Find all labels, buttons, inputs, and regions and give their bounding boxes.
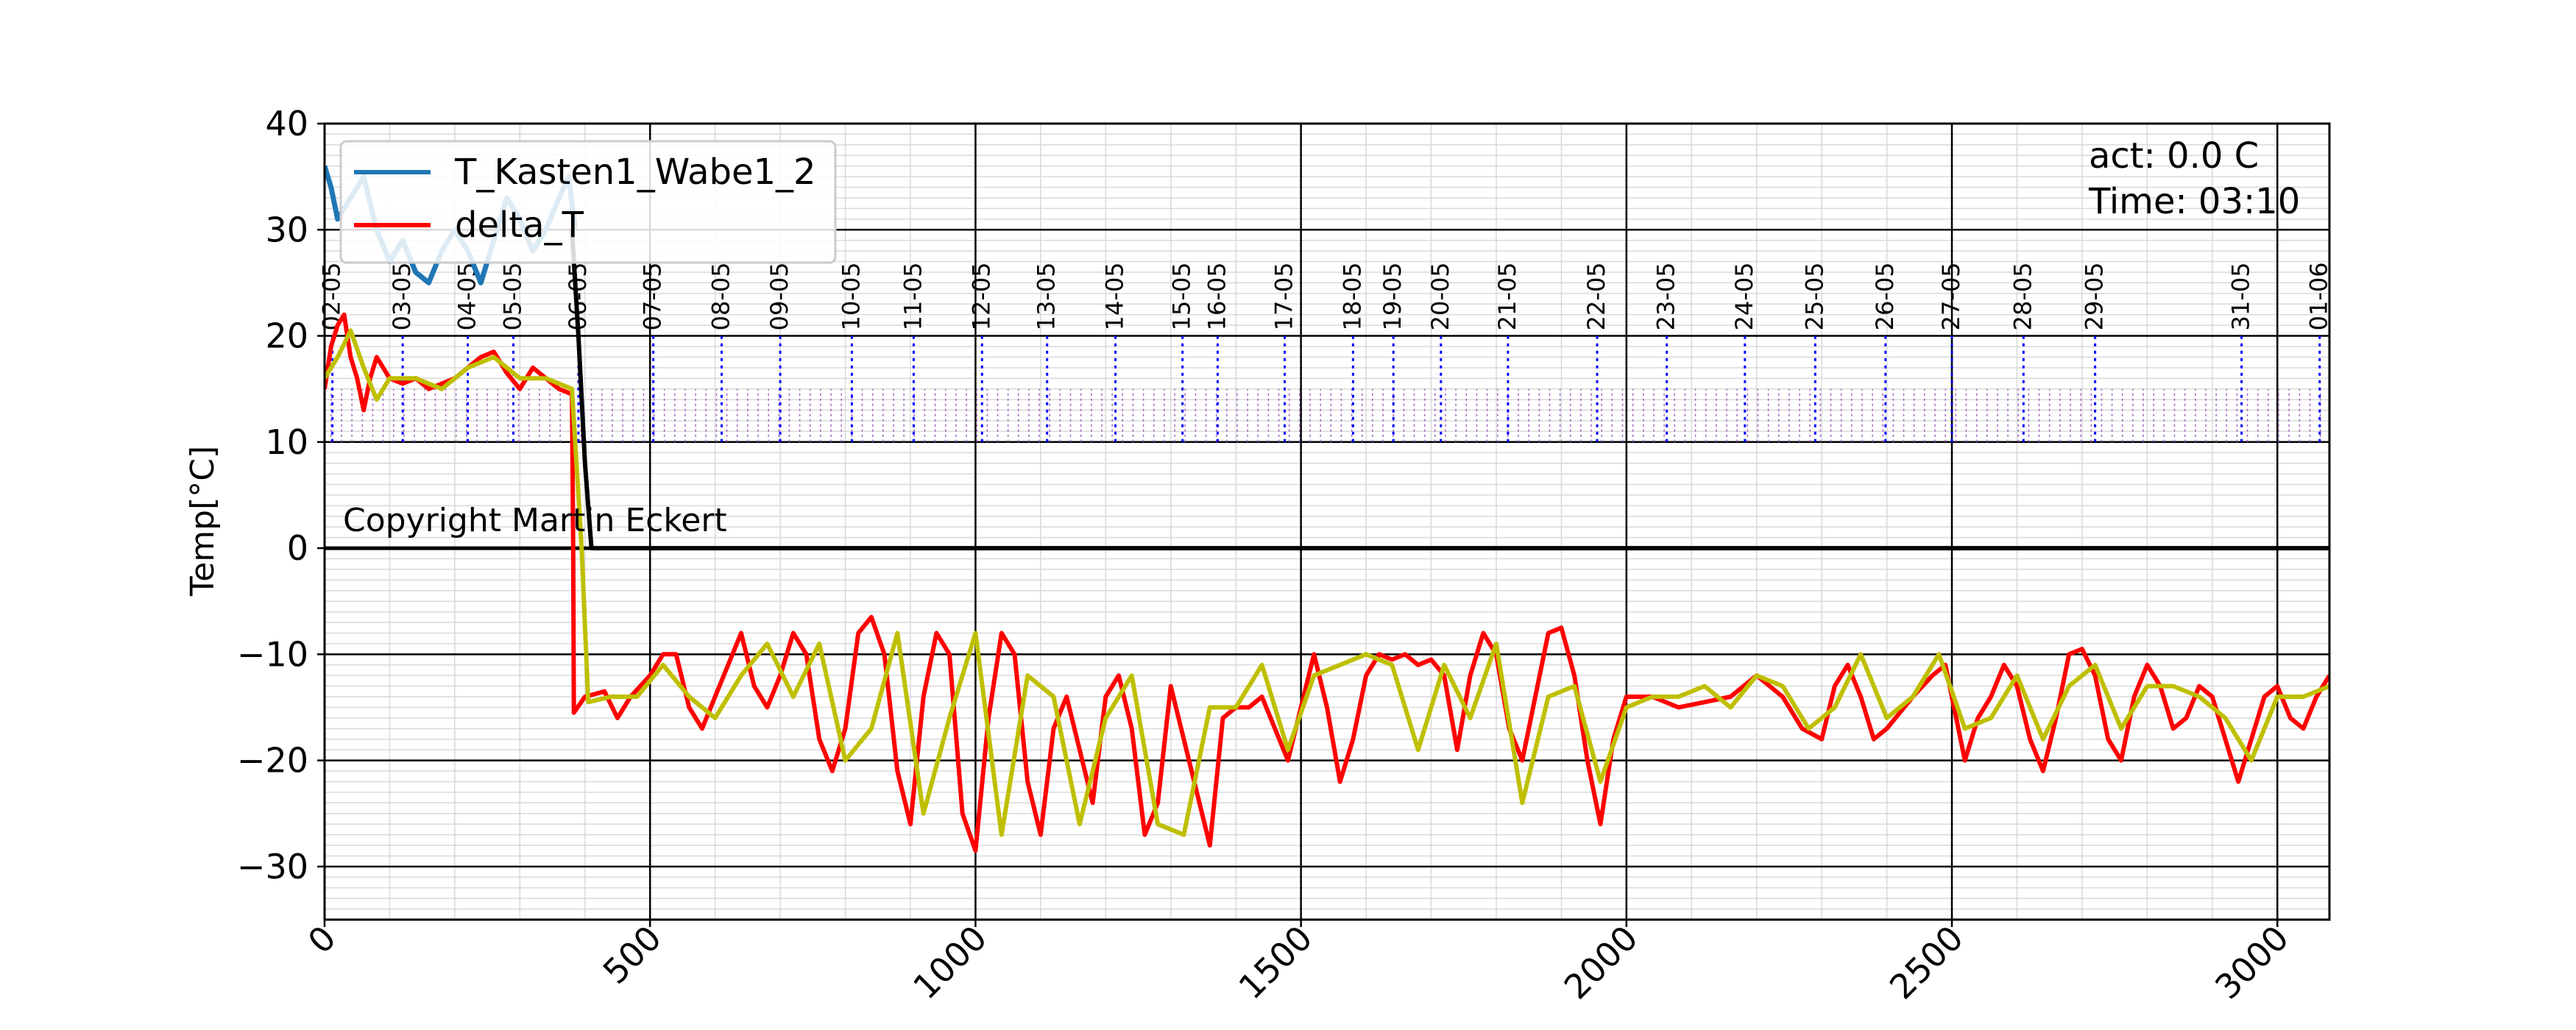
- info-line-act: act: 0.0 C: [2089, 135, 2259, 177]
- y-tick-label: 10: [265, 422, 308, 462]
- info-line-time: Time: 03:10: [2088, 181, 2300, 222]
- day-mark-label: 19-05: [1379, 262, 1406, 330]
- day-mark-label: 12-05: [967, 262, 995, 330]
- day-mark-label: 07-05: [639, 262, 667, 330]
- day-mark-label: 23-05: [1652, 262, 1680, 330]
- day-mark-label: 03-05: [388, 262, 416, 330]
- day-mark-label: 18-05: [1338, 262, 1366, 330]
- y-tick-label: −20: [237, 741, 308, 781]
- day-mark-label: 24-05: [1730, 262, 1758, 330]
- y-tick-label: −10: [237, 634, 308, 674]
- day-mark-label: 17-05: [1270, 262, 1298, 330]
- day-mark-label: 11-05: [899, 262, 927, 330]
- copyright-text: Copyright Martin Eckert: [343, 502, 727, 539]
- legend-label-temperature: T_Kasten1_Wabe1_2: [454, 152, 816, 193]
- day-mark-label: 25-05: [1800, 262, 1828, 330]
- day-marks: 02-05 03-05 04-05 05-05 06-05 07-05 08-05 09-05…: [318, 262, 2333, 442]
- y-tick-label: −30: [237, 847, 308, 887]
- day-mark-label: 01-06: [2305, 262, 2333, 330]
- day-mark-label: 26-05: [1871, 262, 1899, 330]
- day-mark-label: 10-05: [837, 262, 865, 330]
- day-mark-label: 15-05: [1168, 262, 1196, 330]
- day-mark-label: 14-05: [1101, 262, 1129, 330]
- day-mark-label: 21-05: [1493, 262, 1521, 330]
- day-mark-label: 16-05: [1203, 262, 1231, 330]
- y-tick-label: 20: [265, 316, 308, 356]
- y-tick-label: 0: [287, 528, 308, 568]
- day-mark-label: 27-05: [1937, 262, 1965, 330]
- day-mark-label: 22-05: [1582, 262, 1610, 330]
- plot-frame: [323, 122, 2331, 921]
- day-mark-label: 05-05: [498, 262, 526, 330]
- day-mark-label: 09-05: [765, 262, 793, 330]
- y-tick-label: 40: [265, 104, 308, 143]
- day-mark-label: 31-05: [2227, 262, 2255, 330]
- y-axis-label: Temp[°C]: [184, 446, 222, 597]
- legend: T_Kasten1_Wabe1_2 delta_T: [339, 140, 837, 264]
- day-mark-label: 08-05: [707, 262, 735, 330]
- day-mark-label: 20-05: [1426, 262, 1454, 330]
- legend-label-delta: delta_T: [455, 205, 584, 246]
- day-mark-label: 29-05: [2081, 262, 2109, 330]
- reference-series-line: [570, 230, 2329, 551]
- day-mark-label: 13-05: [1033, 262, 1061, 330]
- legend-box: [339, 140, 837, 264]
- smoothed-series-line: [325, 328, 2329, 837]
- y-tick-label: 30: [265, 210, 308, 249]
- day-mark-label: 28-05: [2009, 262, 2037, 330]
